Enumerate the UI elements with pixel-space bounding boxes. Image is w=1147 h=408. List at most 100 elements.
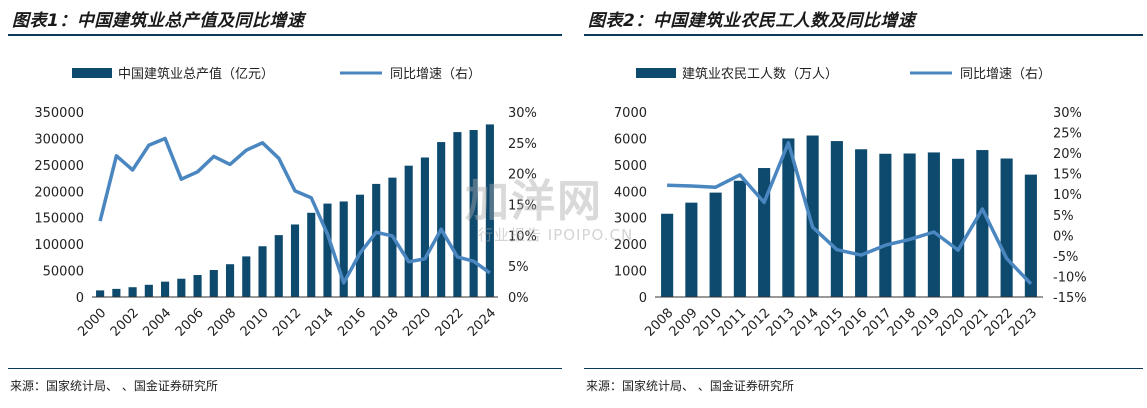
y-left-tick-label: 200000 xyxy=(34,185,84,200)
x-tick-label: 2020 xyxy=(400,306,434,340)
chart-panel-2: 图表2：中国建筑业农民工人数及同比增速 建筑业农民工人数（万人） 同比增速（右） 0… xyxy=(576,0,1147,408)
y-left-tick-label: 350000 xyxy=(34,106,84,121)
bar xyxy=(258,246,267,297)
title-rule-2 xyxy=(584,34,1143,36)
bar xyxy=(903,153,916,297)
y-right-tick-label: 30% xyxy=(508,106,537,121)
bar xyxy=(1000,158,1013,297)
bar xyxy=(355,194,365,297)
y-left-tick-label: 4000 xyxy=(614,185,647,200)
y-left-tick-label: 7000 xyxy=(614,106,647,121)
source-rule-2 xyxy=(584,368,1143,369)
x-tick-label: 2006 xyxy=(173,306,207,340)
source-note-2: 来源：国家统计局、 、国金证券研究所 xyxy=(586,379,794,393)
y-right-tick-label: -10% xyxy=(1053,270,1087,285)
bar xyxy=(437,142,446,297)
y-right-tick-label: 20% xyxy=(1053,147,1082,162)
bar xyxy=(733,180,746,297)
chart-2-svg: 建筑业农民工人数（万人） 同比增速（右） 0 1000 2000 3000 4000 5000… xyxy=(614,66,1087,340)
bar xyxy=(372,183,381,297)
chart-panel-1: 图表1：中国建筑业总产值及同比增速 中国建筑业总产值（亿元） 同比增速（右） 0 50… xyxy=(0,0,566,408)
growth-line-1 xyxy=(98,136,491,285)
y-right-tick-label: 5% xyxy=(1053,209,1074,224)
y-left-tick-label: 3000 xyxy=(614,212,647,227)
x-tick-label: 2004 xyxy=(140,306,174,340)
y-right-tick-label: 25% xyxy=(1053,127,1082,142)
bar xyxy=(806,135,819,297)
y-left-tick-label: 250000 xyxy=(34,159,84,174)
bar xyxy=(469,130,478,297)
source-rule-1 xyxy=(8,368,562,369)
y-right-tick-label: 10% xyxy=(1053,188,1082,203)
bar xyxy=(161,281,170,297)
y-left-tick-label: 300000 xyxy=(34,132,84,147)
x-tick-label: 2002 xyxy=(108,306,142,340)
bar xyxy=(242,256,251,297)
legend-label-bars: 中国建筑业总产值（亿元） xyxy=(118,66,274,82)
bar xyxy=(339,201,348,297)
x-tick-label: 2014 xyxy=(303,306,337,340)
x-tick-label: 2024 xyxy=(465,306,499,340)
bar xyxy=(290,224,300,297)
bar xyxy=(782,138,795,297)
bar xyxy=(404,165,413,297)
legend-label-line: 同比增速（右） xyxy=(960,67,1051,82)
chart-title-1: 图表1：中国建筑业总产值及同比增速 xyxy=(12,11,305,31)
y-left-tick-label: 100000 xyxy=(34,238,84,253)
bar xyxy=(661,213,674,297)
chart-title-2: 图表2：中国建筑业农民工人数及同比增速 xyxy=(588,11,916,31)
bar xyxy=(193,275,202,297)
y-right-tick-label: 0% xyxy=(508,291,529,306)
x-tick-label: 2022 xyxy=(433,306,467,340)
bar xyxy=(96,290,105,297)
bar xyxy=(323,203,332,297)
bar xyxy=(225,264,235,297)
y-left-tick-label: 50000 xyxy=(43,265,84,280)
legend-swatch-bars xyxy=(636,68,676,78)
y-right-tick-label: -5% xyxy=(1053,250,1078,265)
bar xyxy=(685,202,698,297)
x-tick-label: 2018 xyxy=(368,306,402,340)
y-left-tick-label: 5000 xyxy=(614,159,647,174)
bar xyxy=(177,278,186,297)
bar xyxy=(879,153,892,297)
bar xyxy=(927,152,940,297)
bar xyxy=(976,150,989,297)
y-left-tick-label: 150000 xyxy=(34,212,84,227)
y-left-tick-label: 6000 xyxy=(614,132,647,147)
y-right-tick-label: 30% xyxy=(1053,106,1082,121)
bar xyxy=(112,288,121,297)
x-tick-label: 2016 xyxy=(335,306,369,340)
bar xyxy=(420,157,429,297)
x-tick-label: 2008 xyxy=(205,306,239,340)
y-left-tick-label: 1000 xyxy=(614,265,647,280)
x-tick-label: 2012 xyxy=(270,306,304,340)
y-right-tick-label: 20% xyxy=(508,168,537,183)
y-right-tick-label: 5% xyxy=(508,260,529,275)
x-tick-label: 2023 xyxy=(1006,306,1040,340)
bar xyxy=(485,124,494,297)
title-rule-1 xyxy=(8,34,562,36)
bar xyxy=(855,149,868,297)
legend-label-bars: 建筑业农民工人数（万人） xyxy=(682,66,838,82)
y-left-tick-label: 0 xyxy=(639,291,647,306)
y-right-tick-label: 15% xyxy=(1053,168,1082,183)
y-left-tick-label: 0 xyxy=(76,291,84,306)
bar xyxy=(307,212,316,297)
bar xyxy=(453,132,462,297)
bar xyxy=(709,192,722,297)
legend-label-line: 同比增速（右） xyxy=(390,67,481,82)
y-right-tick-label: 15% xyxy=(508,199,537,214)
legend-swatch-bars xyxy=(72,68,112,78)
source-note-1: 来源：国家统计局、 、国金证券研究所 xyxy=(10,379,218,393)
y-right-tick-label: 0% xyxy=(1053,229,1074,244)
y-right-tick-label: -15% xyxy=(1053,291,1087,306)
bar xyxy=(830,141,843,297)
bar xyxy=(144,284,153,297)
x-tick-label: 2000 xyxy=(75,306,109,340)
bar xyxy=(209,270,218,297)
bar xyxy=(274,235,283,297)
x-tick-label: 2010 xyxy=(238,306,272,340)
chart-1-svg: 中国建筑业总产值（亿元） 同比增速（右） 0 50000 100000 150000 200… xyxy=(34,66,537,340)
y-right-tick-label: 10% xyxy=(508,229,537,244)
